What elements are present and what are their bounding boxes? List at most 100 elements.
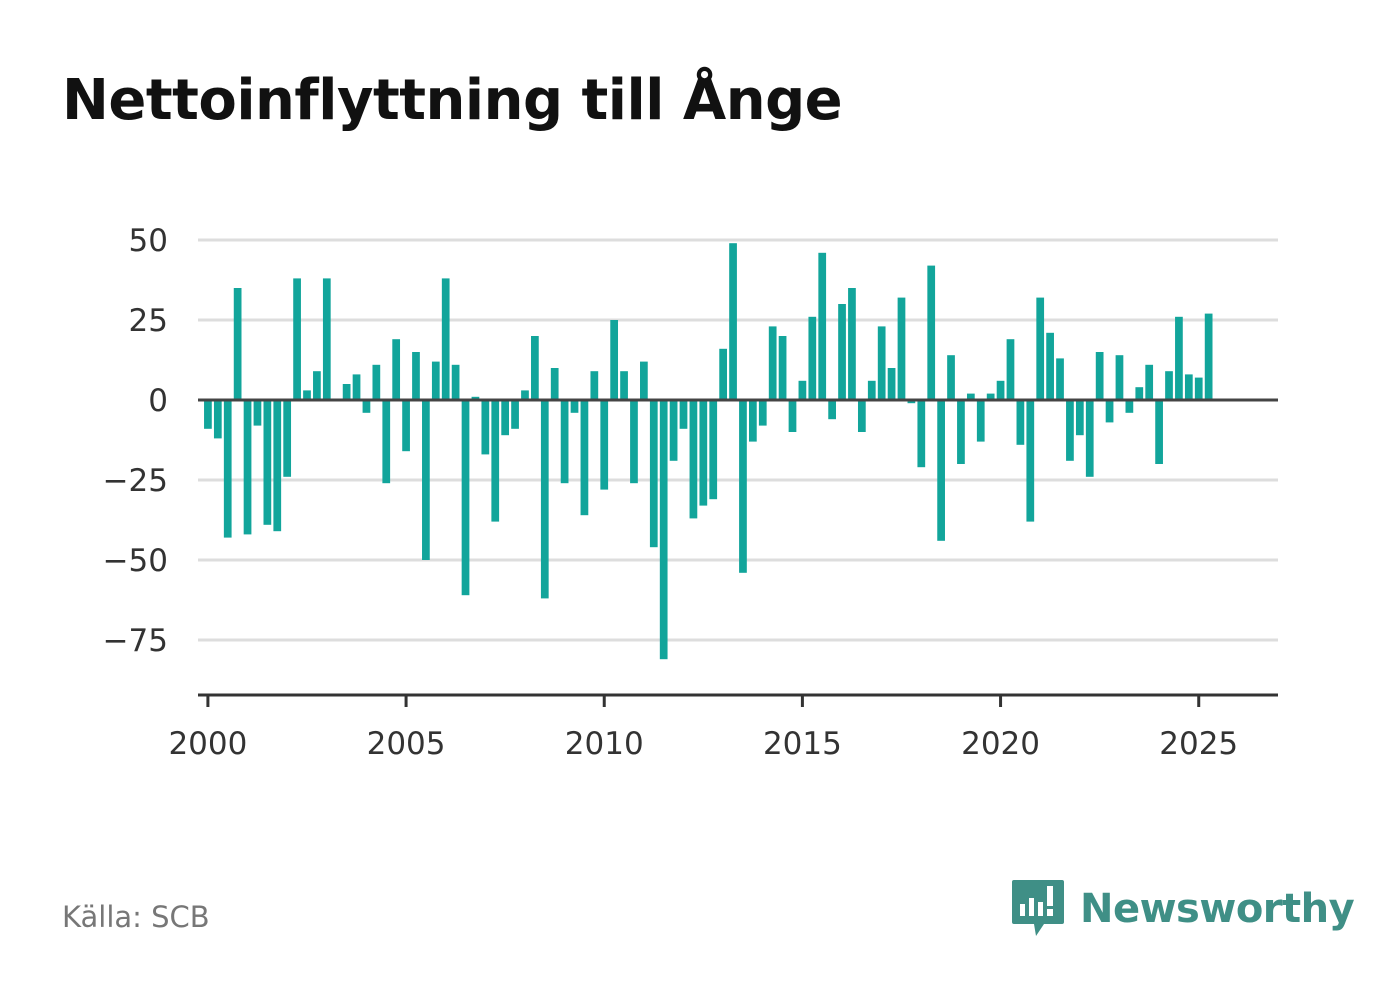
bar — [362, 400, 371, 413]
bar — [620, 371, 628, 400]
bar — [699, 400, 708, 506]
bar — [540, 400, 549, 599]
bar — [213, 400, 222, 439]
brand-logo[interactable]: Newsworthy — [1010, 878, 1355, 940]
bar — [729, 243, 737, 400]
bar — [402, 400, 410, 452]
bar — [1125, 400, 1134, 413]
bars — [204, 243, 1213, 660]
bar — [392, 339, 401, 400]
y-tick-label: −75 — [103, 623, 168, 659]
bar — [917, 400, 926, 468]
bar — [838, 304, 846, 400]
chart-title: Nettoinflyttning till Ånge — [62, 68, 843, 133]
bar — [1184, 374, 1193, 400]
x-tick-label: 2025 — [1159, 726, 1238, 762]
bar — [897, 297, 906, 400]
bar — [1006, 339, 1015, 400]
bar — [511, 400, 519, 429]
bar — [828, 400, 836, 420]
source-credit: Källa: SCB — [62, 900, 210, 934]
bar — [986, 393, 995, 400]
bar — [1105, 400, 1114, 423]
bar — [531, 336, 539, 400]
bar — [669, 400, 678, 461]
bar — [1194, 377, 1203, 400]
bar — [243, 400, 252, 535]
bar — [204, 400, 212, 429]
bar — [996, 380, 1005, 400]
bar — [590, 371, 599, 400]
bar — [907, 400, 916, 404]
bar — [748, 400, 757, 442]
bar — [966, 393, 975, 400]
bar — [560, 400, 569, 484]
bar — [877, 326, 886, 400]
bar — [471, 396, 480, 400]
bar — [273, 400, 282, 532]
bar — [372, 364, 381, 400]
bar — [313, 371, 321, 400]
y-tick-label: 0 — [148, 383, 168, 419]
bar — [758, 400, 767, 426]
bar — [768, 326, 777, 400]
y-tick-label: −50 — [103, 543, 168, 579]
bar — [887, 368, 896, 400]
bar — [610, 320, 619, 400]
bar — [857, 400, 866, 432]
bar — [679, 400, 688, 429]
bar — [719, 348, 728, 400]
bar — [788, 400, 797, 432]
bar — [1175, 316, 1183, 400]
axes — [198, 398, 1278, 707]
bar — [600, 400, 609, 490]
bar — [937, 400, 945, 541]
bar — [1036, 297, 1045, 400]
bar — [412, 352, 420, 400]
bar — [1085, 400, 1094, 477]
bar — [461, 400, 470, 596]
bar — [808, 316, 817, 400]
bar — [233, 288, 242, 400]
x-tick-label: 2015 — [763, 726, 842, 762]
bar — [630, 400, 638, 484]
y-tick-label: −25 — [103, 463, 168, 499]
bar — [1095, 352, 1104, 400]
bar — [223, 400, 232, 538]
bar — [1066, 400, 1074, 461]
bar — [848, 288, 856, 400]
bar — [1155, 400, 1163, 464]
bar — [659, 400, 668, 660]
bar — [976, 400, 985, 442]
bar — [1165, 371, 1173, 400]
bar — [491, 400, 500, 522]
tick-labels: 50 25 0 −25 −50 −75 2000 2005 2010 2015 2020 2025 — [103, 223, 1239, 762]
newsworthy-logo-icon — [1012, 880, 1064, 936]
bar — [818, 252, 827, 400]
bar — [1056, 358, 1064, 400]
y-tick-label: 25 — [129, 303, 168, 339]
bar — [867, 380, 876, 400]
bar — [1145, 364, 1154, 400]
bar — [1115, 355, 1124, 400]
bar — [441, 278, 450, 400]
bar — [293, 278, 301, 400]
bar — [322, 278, 331, 400]
bar — [957, 400, 965, 464]
bar — [570, 400, 579, 413]
bar — [431, 361, 440, 400]
bar — [947, 355, 955, 400]
bar — [1075, 400, 1084, 436]
x-tick-label: 2020 — [961, 726, 1040, 762]
bar — [352, 374, 361, 400]
bar — [798, 380, 807, 400]
bar — [303, 390, 311, 400]
bar — [927, 265, 936, 400]
grid-lines — [198, 238, 1278, 642]
brand-name: Newsworthy — [1080, 886, 1355, 932]
bar — [283, 400, 292, 477]
bar — [640, 361, 648, 400]
bar — [342, 384, 351, 400]
bar — [1135, 387, 1144, 400]
